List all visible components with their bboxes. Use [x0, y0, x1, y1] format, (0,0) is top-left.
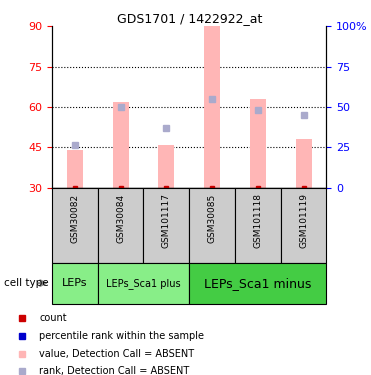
Bar: [189, 262, 326, 304]
Bar: [250, 99, 266, 188]
Bar: [98, 188, 144, 262]
Bar: [281, 188, 326, 262]
Bar: [189, 188, 235, 262]
Title: GDS1701 / 1422922_at: GDS1701 / 1422922_at: [116, 12, 262, 25]
Bar: [67, 150, 83, 188]
Text: GSM30082: GSM30082: [70, 194, 79, 243]
Text: GSM101119: GSM101119: [299, 194, 308, 249]
Bar: [112, 102, 129, 188]
Text: value, Detection Call = ABSENT: value, Detection Call = ABSENT: [39, 349, 195, 358]
Text: rank, Detection Call = ABSENT: rank, Detection Call = ABSENT: [39, 366, 190, 375]
Text: LEPs: LEPs: [62, 278, 88, 288]
Text: percentile rank within the sample: percentile rank within the sample: [39, 331, 204, 341]
Bar: [144, 188, 189, 262]
Text: GSM30085: GSM30085: [208, 194, 217, 243]
Text: GSM30084: GSM30084: [116, 194, 125, 243]
Text: LEPs_Sca1 minus: LEPs_Sca1 minus: [204, 277, 312, 290]
Bar: [296, 139, 312, 188]
Bar: [52, 188, 98, 262]
Bar: [158, 144, 174, 188]
Bar: [235, 188, 281, 262]
Bar: [204, 26, 220, 188]
Text: GSM101118: GSM101118: [253, 194, 262, 249]
Text: cell type: cell type: [4, 278, 48, 288]
Bar: [98, 262, 189, 304]
Text: GSM101117: GSM101117: [162, 194, 171, 249]
Text: count: count: [39, 313, 67, 323]
Text: LEPs_Sca1 plus: LEPs_Sca1 plus: [106, 278, 181, 289]
Bar: [52, 262, 98, 304]
